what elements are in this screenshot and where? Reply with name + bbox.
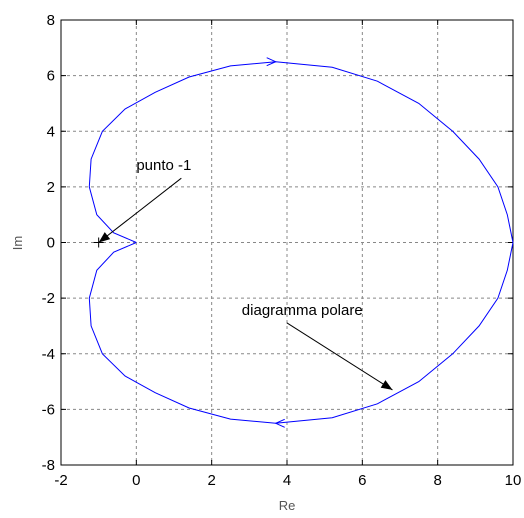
y-tick-label: -2	[42, 290, 55, 307]
annotation-text: diagramma polare	[242, 302, 363, 319]
x-tick-label: -2	[54, 472, 67, 489]
y-axis-label: Im	[10, 236, 25, 250]
annotation-text: punto -1	[136, 157, 191, 174]
x-axis-label: Re	[279, 498, 296, 513]
series-line	[88, 61, 514, 424]
y-tick-label: 2	[47, 179, 55, 196]
y-tick-label: -8	[42, 457, 55, 474]
annotation-layer: punto -1 diagramma polare	[98, 157, 393, 391]
grid-lines	[61, 20, 513, 465]
y-tick-label: -6	[42, 401, 55, 418]
x-tick-label: 8	[433, 472, 441, 489]
x-tick-label: 10	[505, 472, 522, 489]
annotation-arrow-head	[380, 380, 393, 390]
x-tick-label: 6	[358, 472, 366, 489]
x-tick-label: 2	[207, 472, 215, 489]
annotation-arrow-line	[286, 322, 393, 391]
y-tick-label: -4	[42, 346, 55, 363]
x-tick-label: 4	[283, 472, 291, 489]
direction-arrow	[274, 418, 285, 428]
y-tick-label: 0	[47, 235, 55, 252]
axis-ticks: -2 0 2 4 6 8 10 -8 -6 -4 -2 0 2 4 6 8	[42, 12, 522, 489]
direction-arrow	[266, 57, 277, 67]
y-tick-label: 8	[47, 12, 55, 29]
annotation-arrow-line	[98, 177, 182, 243]
x-tick-label: 0	[132, 472, 140, 489]
y-tick-label: 6	[47, 68, 55, 85]
annotation-arrow-head	[98, 232, 111, 243]
y-tick-label: 4	[47, 123, 55, 140]
